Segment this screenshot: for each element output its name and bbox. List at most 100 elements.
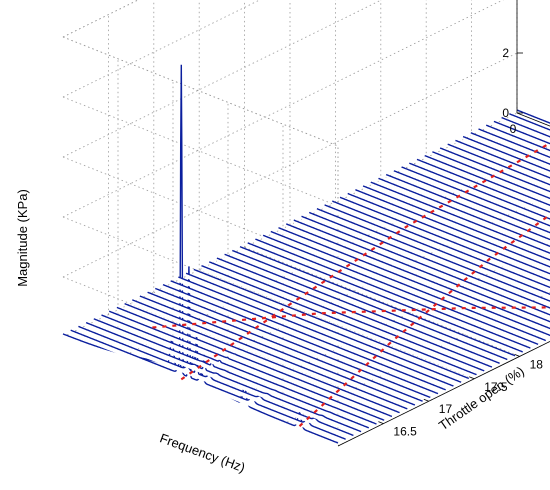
y-tick-label: 17.5: [484, 380, 508, 394]
spectrum-trace: [324, 204, 550, 296]
trace-fill: [201, 265, 477, 380]
spectrum-trace: [355, 189, 550, 268]
trace-fill: [447, 144, 550, 190]
gridline-z-left: [62, 0, 383, 158]
trace-fill: [409, 163, 550, 224]
z-tick-label: 2: [502, 46, 509, 60]
spectrum-trace: [162, 283, 439, 395]
trace-fill: [316, 208, 550, 307]
spectrum-trace: [93, 318, 370, 429]
trace-fill: [155, 288, 431, 403]
spectrum-trace: [278, 227, 550, 337]
spectrum-trace: [493, 120, 550, 145]
trace-fill: [193, 269, 469, 384]
spectrum-trace: [462, 135, 550, 172]
spectrum-trace: [447, 143, 550, 186]
trace-fill: [124, 303, 400, 418]
z-axis-label: Magnitude (KPa): [15, 189, 30, 287]
trace-fill: [355, 189, 550, 272]
spectrum-trace: [501, 116, 550, 138]
spectrum-trace: [108, 310, 385, 421]
trace-fill: [401, 166, 550, 231]
spectrum-trace: [470, 132, 550, 165]
trace-fill: [386, 174, 550, 245]
trace-fill: [463, 136, 550, 177]
gridline-top-back: [62, 36, 339, 147]
trace-fill: [232, 250, 508, 365]
trace-fill: [340, 197, 550, 286]
spectrum-trace: [339, 196, 550, 282]
spectrum-trace: [170, 280, 446, 391]
spectrum-trace: [362, 185, 550, 261]
spectrum-trace: [432, 151, 550, 200]
spectrum-trace: [139, 295, 416, 406]
trace-fill: [486, 125, 550, 156]
trace-fill: [509, 113, 550, 135]
trace-fill: [370, 182, 550, 259]
trace-fill: [247, 242, 523, 357]
spectrum-trace: [308, 211, 550, 309]
spectrum-trace: [255, 238, 531, 349]
trace-fill: [501, 117, 550, 142]
trace-fill: [424, 155, 550, 211]
spectrum-trace: [301, 215, 550, 316]
trace-fill: [293, 220, 550, 327]
y-tick-mark: [514, 354, 520, 357]
trace-fill: [440, 148, 550, 197]
spectrum-trace: [232, 249, 508, 361]
spectrum-trace: [378, 177, 550, 248]
spectrum-trace: [132, 299, 408, 410]
trace-fill: [455, 140, 550, 183]
spectrum-trace: [85, 321, 362, 433]
trace-fill: [301, 216, 550, 320]
ridge-layer: [152, 141, 550, 428]
x-zero-label: 0: [510, 122, 517, 136]
spectrum-trace: [347, 192, 550, 275]
spectrum-trace: [485, 124, 550, 152]
spectrum-trace: [385, 173, 550, 241]
spectrum-trace: [455, 139, 550, 179]
trace-fill: [517, 110, 550, 129]
trace-fill: [101, 315, 377, 429]
trace-fill: [116, 307, 392, 422]
spectrum-trace: [185, 272, 462, 383]
spectrum-trace: [239, 246, 516, 357]
spectrum-trace: [78, 325, 354, 437]
gridline-z-left: [62, 0, 504, 218]
trace-fill: [86, 322, 362, 437]
red-ridge: [298, 213, 550, 428]
trace-fill: [309, 212, 550, 313]
trace-fill: [109, 311, 385, 426]
spectrum-trace: [101, 314, 377, 425]
y-tick-label: 16.5: [393, 425, 417, 439]
trace-fill: [347, 193, 550, 279]
y-tick-mark: [469, 376, 475, 380]
trace-fill: [417, 159, 550, 218]
trace-fill: [240, 246, 515, 361]
trace-fill: [132, 299, 408, 414]
trace-fill: [255, 239, 531, 354]
gridline-z-back: [62, 36, 339, 147]
trace-fill: [216, 258, 492, 373]
y-tick-mark: [378, 421, 384, 424]
axis-layer: 02468100102030405016.51717.51818.51919.5…: [337, 0, 550, 447]
trace-fill: [393, 170, 550, 238]
trace-fill: [363, 185, 550, 265]
spectrum-trace: [332, 200, 550, 289]
trace-fill: [93, 318, 369, 433]
trace-fill: [324, 204, 550, 300]
z-tick-label: 0: [502, 106, 509, 120]
spectrum-trace: [224, 253, 500, 364]
trace-fill: [278, 227, 550, 341]
spectrum-trace: [208, 261, 485, 372]
trace-fill: [286, 223, 550, 334]
x-axis-label: Frequency (Hz): [158, 430, 247, 475]
y-tick-mark: [423, 398, 429, 402]
trace-layer: [62, 64, 550, 448]
spectrum-trace: [393, 170, 550, 234]
trace-fill: [209, 261, 485, 376]
spectrum-trace: [178, 276, 454, 387]
spectrum-trace: [370, 181, 550, 254]
spectrum-trace: [416, 158, 550, 213]
trace-fill: [478, 129, 550, 163]
